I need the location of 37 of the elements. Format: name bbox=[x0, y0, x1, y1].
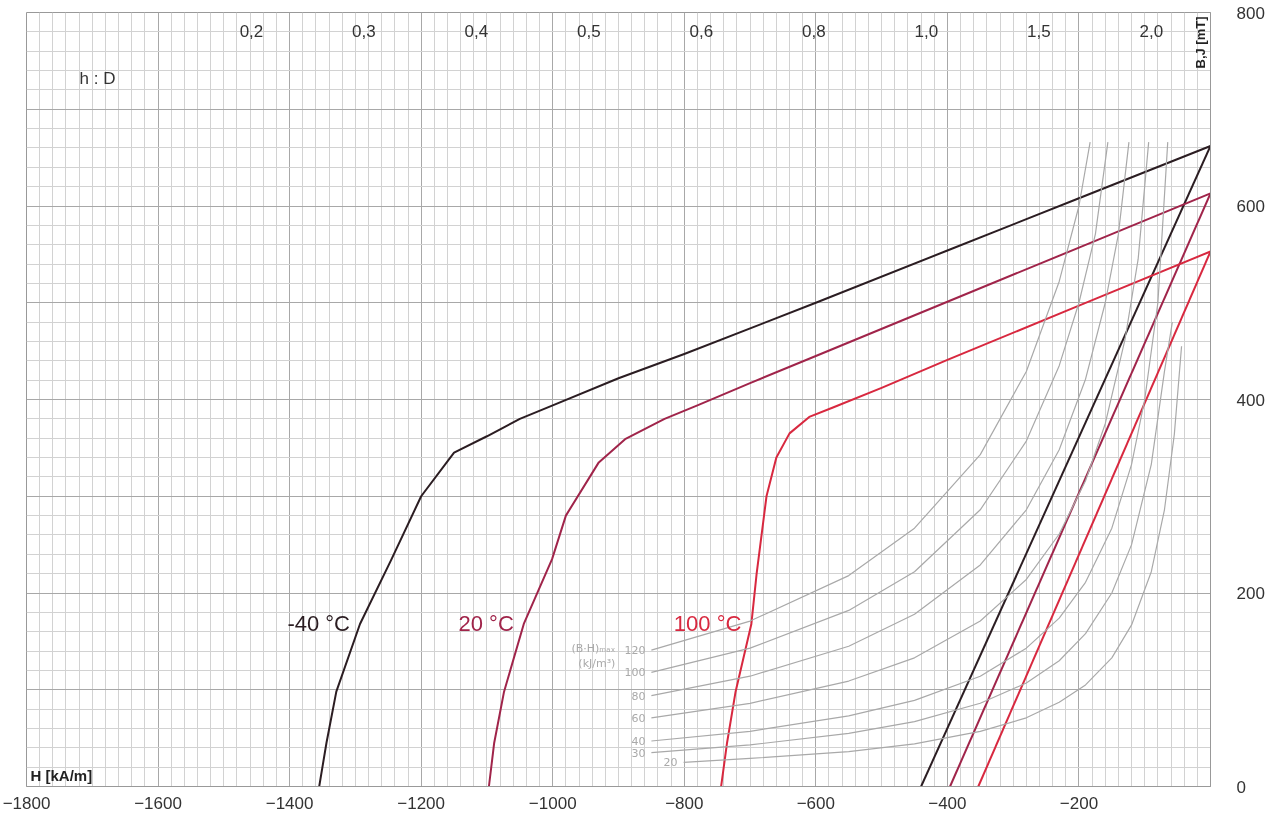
x-tick-label: −600 bbox=[796, 793, 835, 813]
annotation: 0,2 bbox=[239, 22, 264, 42]
annotation: 0,6 bbox=[689, 22, 714, 42]
y-tick-label: 400 bbox=[1236, 390, 1265, 410]
x-tick-label: −400 bbox=[928, 793, 967, 813]
x-tick-label: −200 bbox=[1059, 793, 1099, 813]
annotation: 2,0 bbox=[1139, 22, 1164, 42]
annotation: 0,3 bbox=[352, 22, 376, 42]
x-tick-label: −800 bbox=[665, 793, 704, 813]
y-tick-label: 800 bbox=[1236, 3, 1265, 23]
series-label: 20 bbox=[663, 756, 678, 770]
series-label: 100 bbox=[624, 666, 646, 680]
x-axis-title: H [kA/m] bbox=[30, 766, 93, 784]
x-tick-label: −1000 bbox=[528, 793, 577, 813]
x-tick-label: −1800 bbox=[2, 793, 51, 813]
annotation: 0,4 bbox=[464, 22, 489, 42]
series-label: -40 °C bbox=[287, 611, 351, 637]
annotation: 1,0 bbox=[914, 22, 939, 42]
series-label: 30 bbox=[631, 746, 646, 760]
annotation: 0,5 bbox=[577, 22, 601, 42]
y-tick-label: 600 bbox=[1236, 197, 1265, 216]
y-axis-title: B,J [mT] bbox=[1192, 16, 1208, 69]
series-label: 60 bbox=[631, 711, 646, 725]
series-label: 20 °C bbox=[458, 611, 514, 637]
x-tick-label: −1200 bbox=[397, 793, 446, 813]
annotation: h : D bbox=[79, 68, 116, 88]
annotation: 1,5 bbox=[1027, 22, 1051, 42]
y-tick-label: 0 bbox=[1236, 777, 1246, 797]
series-label: 120 bbox=[624, 644, 646, 658]
y-tick-label: 200 bbox=[1236, 584, 1265, 603]
x-tick-label: −1600 bbox=[134, 793, 182, 813]
legend-title: (B·H)ₘₐₓ (kJ/m³) bbox=[571, 641, 616, 671]
annotation: 0,8 bbox=[802, 22, 826, 42]
x-tick-label: −1400 bbox=[265, 793, 314, 813]
series-label: 100 °C bbox=[673, 611, 742, 637]
series-label: 40 bbox=[631, 735, 646, 749]
series-label: 80 bbox=[631, 689, 646, 703]
